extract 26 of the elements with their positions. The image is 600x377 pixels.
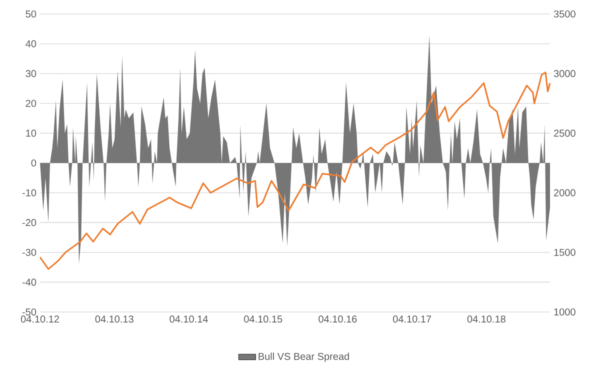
x-tick-label: 04.10.14: [170, 316, 208, 323]
y-tick-label: 40: [26, 40, 36, 48]
legend-label: Bull VS Bear Spread: [258, 352, 349, 362]
x-tick-label: 04.10.12: [20, 316, 59, 323]
y-tick-label: -20: [22, 219, 36, 226]
y-tick-label: -40: [22, 278, 36, 286]
x-tick-label: 04.10.13: [95, 316, 134, 323]
x-tick-label: 04.10.18: [467, 316, 506, 323]
y2-tick-label: 3500: [554, 10, 576, 18]
y-tick-label: 20: [26, 100, 36, 107]
y-tick-label: -50: [22, 308, 36, 316]
x-tick-label: 04.10.16: [318, 316, 357, 323]
y-tick-label: 50: [26, 10, 36, 18]
line-series: [39, 72, 551, 270]
x-tick-label: 04.10.15: [244, 316, 282, 323]
y2-tick-label: 3000: [554, 70, 576, 78]
y-tick-label: 10: [26, 130, 36, 137]
y-tick-label: 30: [26, 70, 36, 78]
y2-tick-label: 2500: [554, 130, 576, 137]
y-tick-label: 0: [31, 159, 36, 167]
y2-tick-label: 1000: [554, 308, 576, 316]
y-tick-label: -30: [22, 248, 36, 256]
y-tick-label: -10: [22, 189, 36, 196]
x-tick-label: 04.10.17: [392, 316, 432, 323]
y2-tick-label: 2000: [554, 189, 576, 196]
y2-tick-label: 1500: [554, 248, 576, 256]
